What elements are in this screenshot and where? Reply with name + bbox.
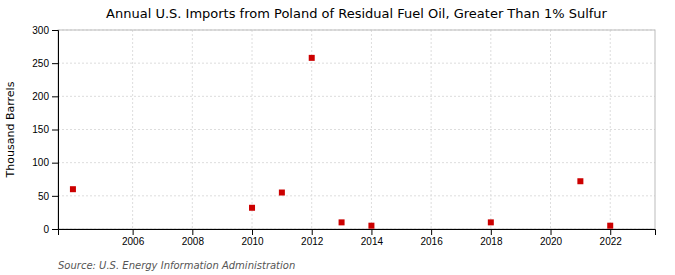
tick-label: 2022: [600, 236, 623, 247]
tick-mark: [52, 63, 58, 64]
tick-label: 150: [32, 124, 49, 135]
grid-line-y: [58, 129, 655, 130]
tick: 0: [43, 224, 58, 235]
point: [368, 223, 374, 229]
tick: 50: [38, 191, 58, 202]
tick-mark: [491, 229, 492, 235]
tick-label: 2010: [241, 236, 264, 247]
tick-label: 250: [32, 58, 49, 69]
tick-label: 2012: [301, 236, 324, 247]
tick: 300: [32, 25, 58, 36]
axis-line: [52, 31, 59, 230]
grid: [58, 30, 655, 229]
point: [488, 219, 494, 225]
plot-frame: [58, 30, 655, 229]
tick: 2012: [301, 229, 324, 247]
tick-label: 2006: [122, 236, 145, 247]
point: [249, 205, 255, 211]
tick: 150: [32, 124, 58, 135]
tick-mark: [610, 229, 611, 235]
tick: 2010: [241, 229, 264, 247]
chart-svg: 2006 2008 2010 2012 2014 2016 2018 2020 2022 0 50 1…: [0, 0, 675, 275]
y-axis: 0 50 100 150 200 250 300: [32, 25, 58, 235]
tick-mark: [133, 229, 134, 235]
tick-label: 2008: [182, 236, 205, 247]
grid-line-y: [58, 162, 655, 163]
tick: 2020: [540, 229, 563, 247]
tick-mark: [52, 130, 58, 131]
plot-area: 2006 2008 2010 2012 2014 2016 2018 2020 2022 0 50 1…: [32, 25, 655, 247]
point: [279, 190, 285, 196]
grid-line-y: [58, 195, 655, 196]
tick-label: 50: [38, 191, 50, 202]
tick: 2014: [361, 229, 384, 247]
grid-line-y: [58, 96, 655, 97]
tick-mark: [52, 163, 58, 164]
point: [577, 178, 583, 184]
tick: 2022: [600, 229, 623, 247]
tick: 100: [32, 157, 58, 168]
tick-label: 2018: [480, 236, 503, 247]
tick-mark: [371, 229, 372, 235]
tick: 2016: [421, 229, 444, 247]
tick: 250: [32, 58, 58, 69]
tick-mark: [551, 229, 552, 235]
marks: [70, 55, 613, 229]
tick-mark: [252, 229, 253, 235]
tick-mark: [52, 30, 58, 31]
tick-mark: [52, 96, 58, 97]
tick-label: 0: [43, 224, 49, 235]
tick-label: 2016: [421, 236, 444, 247]
x-axis: 2006 2008 2010 2012 2014 2016 2018 2020 2022: [59, 229, 656, 247]
tick-mark: [312, 229, 313, 235]
tick-label: 200: [32, 91, 49, 102]
title: Annual U.S. Imports from Poland of Resid…: [106, 6, 607, 21]
tick-label: 2014: [361, 236, 384, 247]
point: [607, 223, 613, 229]
tick-mark: [52, 229, 58, 230]
axis-line: [59, 230, 656, 236]
point: [339, 219, 345, 225]
tick-label: 2020: [540, 236, 563, 247]
grid-line-x: [132, 30, 133, 229]
tick-mark: [192, 229, 193, 235]
tick-mark: [52, 196, 58, 197]
tick-mark: [431, 229, 432, 235]
point: [309, 55, 315, 61]
point: [70, 186, 76, 192]
tick: 200: [32, 91, 58, 102]
chart-container: 2006 2008 2010 2012 2014 2016 2018 2020 2022 0 50 1…: [0, 0, 675, 275]
y-axis-label: Thousand Barrels: [4, 81, 17, 178]
tick-label: 300: [32, 25, 49, 36]
tick: 2008: [182, 229, 205, 247]
tick-label: 100: [32, 157, 49, 168]
grid-line-y: [58, 63, 655, 64]
source-note: Source: U.S. Energy Information Administ…: [58, 260, 295, 271]
tick: 2018: [480, 229, 503, 247]
tick: 2006: [122, 229, 145, 247]
